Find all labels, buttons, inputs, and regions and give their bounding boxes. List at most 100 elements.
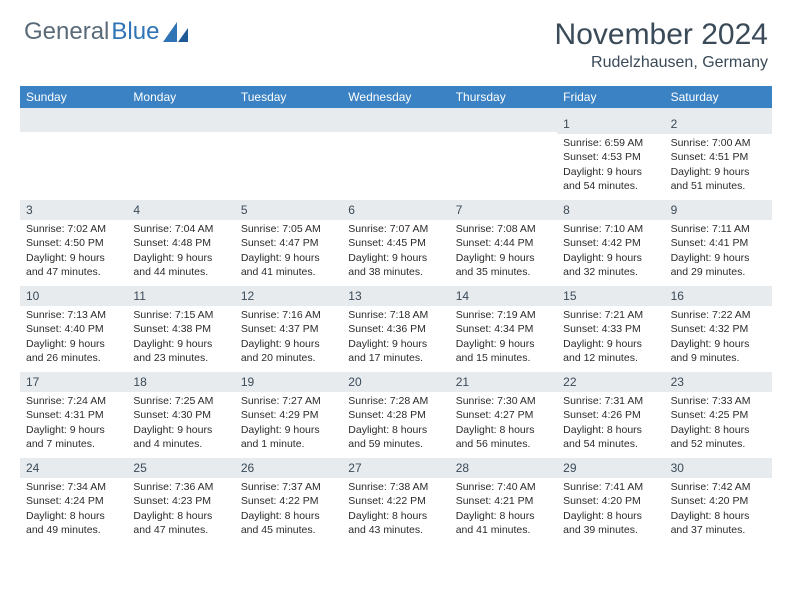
calendar-day: 19Sunrise: 7:27 AMSunset: 4:29 PMDayligh… bbox=[235, 372, 342, 458]
day-details: Sunrise: 7:33 AMSunset: 4:25 PMDaylight:… bbox=[665, 392, 772, 455]
day-line: Daylight: 9 hours bbox=[133, 251, 228, 265]
day-line: and 45 minutes. bbox=[241, 523, 336, 537]
day-line: and 9 minutes. bbox=[671, 351, 766, 365]
calendar-week: 24Sunrise: 7:34 AMSunset: 4:24 PMDayligh… bbox=[20, 458, 772, 544]
day-line: Sunset: 4:29 PM bbox=[241, 408, 336, 422]
day-number bbox=[127, 114, 234, 132]
day-details: Sunrise: 7:16 AMSunset: 4:37 PMDaylight:… bbox=[235, 306, 342, 369]
day-details: Sunrise: 7:24 AMSunset: 4:31 PMDaylight:… bbox=[20, 392, 127, 455]
day-line: Sunrise: 7:42 AM bbox=[671, 480, 766, 494]
day-line: Daylight: 9 hours bbox=[671, 337, 766, 351]
day-line: Sunset: 4:32 PM bbox=[671, 322, 766, 336]
day-line: Daylight: 9 hours bbox=[348, 337, 443, 351]
day-number bbox=[235, 114, 342, 132]
day-line: Daylight: 9 hours bbox=[563, 337, 658, 351]
day-line: Sunrise: 7:40 AM bbox=[456, 480, 551, 494]
day-line: and 23 minutes. bbox=[133, 351, 228, 365]
day-line: Sunrise: 7:19 AM bbox=[456, 308, 551, 322]
day-line: Sunrise: 7:25 AM bbox=[133, 394, 228, 408]
day-number bbox=[342, 114, 449, 132]
day-line: Sunset: 4:42 PM bbox=[563, 236, 658, 250]
calendar-day: 24Sunrise: 7:34 AMSunset: 4:24 PMDayligh… bbox=[20, 458, 127, 544]
calendar-day: 17Sunrise: 7:24 AMSunset: 4:31 PMDayligh… bbox=[20, 372, 127, 458]
calendar-week: 10Sunrise: 7:13 AMSunset: 4:40 PMDayligh… bbox=[20, 286, 772, 372]
day-line: Daylight: 8 hours bbox=[563, 509, 658, 523]
day-line: and 15 minutes. bbox=[456, 351, 551, 365]
day-details: Sunrise: 7:41 AMSunset: 4:20 PMDaylight:… bbox=[557, 478, 664, 541]
day-number: 14 bbox=[450, 286, 557, 306]
day-line: Daylight: 9 hours bbox=[241, 337, 336, 351]
day-details: Sunrise: 7:28 AMSunset: 4:28 PMDaylight:… bbox=[342, 392, 449, 455]
day-line: Sunrise: 7:04 AM bbox=[133, 222, 228, 236]
day-details: Sunrise: 7:18 AMSunset: 4:36 PMDaylight:… bbox=[342, 306, 449, 369]
day-line: Sunrise: 7:27 AM bbox=[241, 394, 336, 408]
day-line: Sunrise: 7:10 AM bbox=[563, 222, 658, 236]
day-line: Sunrise: 7:33 AM bbox=[671, 394, 766, 408]
calendar-day: 27Sunrise: 7:38 AMSunset: 4:22 PMDayligh… bbox=[342, 458, 449, 544]
day-line: Sunset: 4:20 PM bbox=[563, 494, 658, 508]
day-line: Daylight: 9 hours bbox=[456, 337, 551, 351]
day-line: and 54 minutes. bbox=[563, 179, 658, 193]
calendar-day: 26Sunrise: 7:37 AMSunset: 4:22 PMDayligh… bbox=[235, 458, 342, 544]
day-line: Daylight: 9 hours bbox=[563, 165, 658, 179]
day-number: 26 bbox=[235, 458, 342, 478]
day-line: and 56 minutes. bbox=[456, 437, 551, 451]
day-line: and 49 minutes. bbox=[26, 523, 121, 537]
day-number: 6 bbox=[342, 200, 449, 220]
day-line: and 39 minutes. bbox=[563, 523, 658, 537]
day-number: 1 bbox=[557, 114, 664, 134]
logo: GeneralBlue bbox=[24, 18, 189, 46]
day-line: Daylight: 9 hours bbox=[241, 251, 336, 265]
day-details: Sunrise: 7:15 AMSunset: 4:38 PMDaylight:… bbox=[127, 306, 234, 369]
day-details: Sunrise: 7:00 AMSunset: 4:51 PMDaylight:… bbox=[665, 134, 772, 197]
day-line: Sunrise: 7:21 AM bbox=[563, 308, 658, 322]
day-details: Sunrise: 7:30 AMSunset: 4:27 PMDaylight:… bbox=[450, 392, 557, 455]
day-number: 9 bbox=[665, 200, 772, 220]
calendar-day: 16Sunrise: 7:22 AMSunset: 4:32 PMDayligh… bbox=[665, 286, 772, 372]
day-line: Sunset: 4:33 PM bbox=[563, 322, 658, 336]
day-line: and 29 minutes. bbox=[671, 265, 766, 279]
day-details: Sunrise: 7:40 AMSunset: 4:21 PMDaylight:… bbox=[450, 478, 557, 541]
calendar-day bbox=[127, 114, 234, 200]
calendar-day: 13Sunrise: 7:18 AMSunset: 4:36 PMDayligh… bbox=[342, 286, 449, 372]
calendar-day: 15 Sunrise: 7:21 AMSunset: 4:33 PMDayligh… bbox=[557, 286, 664, 372]
calendar-week: 3Sunrise: 7:02 AMSunset: 4:50 PMDaylight… bbox=[20, 200, 772, 286]
calendar-day: 5Sunrise: 7:05 AMSunset: 4:47 PMDaylight… bbox=[235, 200, 342, 286]
calendar-day: 14 Sunrise: 7:19 AMSunset: 4:34 PMDayligh… bbox=[450, 286, 557, 372]
day-details: Sunrise: 6:59 AMSunset: 4:53 PMDaylight:… bbox=[557, 134, 664, 197]
day-line: Sunset: 4:24 PM bbox=[26, 494, 121, 508]
day-details: Sunrise: 7:42 AMSunset: 4:20 PMDaylight:… bbox=[665, 478, 772, 541]
day-number: 19 bbox=[235, 372, 342, 392]
day-number bbox=[20, 114, 127, 132]
day-number: 27 bbox=[342, 458, 449, 478]
calendar-day bbox=[342, 114, 449, 200]
calendar-day: 28Sunrise: 7:40 AMSunset: 4:21 PMDayligh… bbox=[450, 458, 557, 544]
calendar-day: 25Sunrise: 7:36 AMSunset: 4:23 PMDayligh… bbox=[127, 458, 234, 544]
day-line: and 37 minutes. bbox=[671, 523, 766, 537]
day-line: Sunset: 4:34 PM bbox=[456, 322, 551, 336]
day-number: 7 bbox=[450, 200, 557, 220]
calendar-week: 17Sunrise: 7:24 AMSunset: 4:31 PMDayligh… bbox=[20, 372, 772, 458]
day-number: 11 bbox=[127, 286, 234, 306]
day-details: Sunrise: 7:27 AMSunset: 4:29 PMDaylight:… bbox=[235, 392, 342, 455]
day-details: Sunrise: 7:04 AMSunset: 4:48 PMDaylight:… bbox=[127, 220, 234, 283]
day-line: Sunrise: 7:28 AM bbox=[348, 394, 443, 408]
day-line: Daylight: 8 hours bbox=[671, 423, 766, 437]
day-details: Sunrise: 7:11 AMSunset: 4:41 PMDaylight:… bbox=[665, 220, 772, 283]
weekday-header: Saturday bbox=[665, 86, 772, 108]
day-line: Sunrise: 7:07 AM bbox=[348, 222, 443, 236]
calendar-day: 23Sunrise: 7:33 AMSunset: 4:25 PMDayligh… bbox=[665, 372, 772, 458]
day-number: 15 bbox=[557, 286, 664, 306]
day-line: Sunrise: 7:22 AM bbox=[671, 308, 766, 322]
day-details: Sunrise: 7:22 AMSunset: 4:32 PMDaylight:… bbox=[665, 306, 772, 369]
day-line: Sunrise: 7:31 AM bbox=[563, 394, 658, 408]
day-number: 24 bbox=[20, 458, 127, 478]
day-line: Daylight: 9 hours bbox=[26, 423, 121, 437]
day-number: 23 bbox=[665, 372, 772, 392]
day-line: Daylight: 9 hours bbox=[348, 251, 443, 265]
day-line: and 26 minutes. bbox=[26, 351, 121, 365]
day-line: Sunrise: 7:11 AM bbox=[671, 222, 766, 236]
day-line: Sunrise: 7:16 AM bbox=[241, 308, 336, 322]
weekday-header: Sunday bbox=[20, 86, 127, 108]
day-line: Daylight: 8 hours bbox=[348, 423, 443, 437]
